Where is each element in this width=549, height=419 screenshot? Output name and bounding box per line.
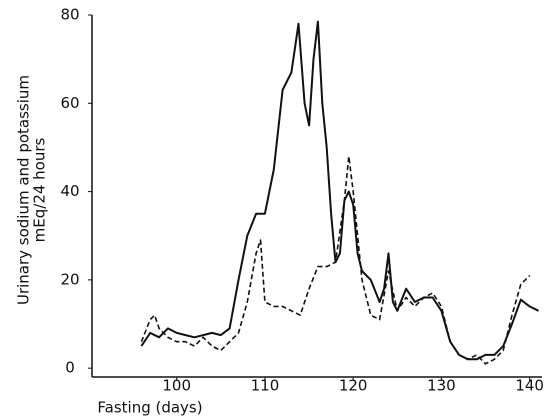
x-tick-label: 110 [251,377,280,395]
y-axis-label: Urinary sodium and potassium [15,75,33,305]
x-tick-label: 100 [162,377,191,395]
y-tick-label: 80 [60,6,79,24]
y-tick-label: 60 [60,94,79,112]
y-tick-label: 0 [65,359,75,377]
y-tick-label: 20 [60,270,79,288]
y-tick-label: 40 [60,182,79,200]
y-label-group: Urinary sodium and potassium mEq/24 hour… [15,75,49,305]
series-line [140,20,539,361]
x-tick-label: 130 [427,377,456,395]
y-axis-label: mEq/24 hours [31,137,49,242]
x-axis-label: Fasting (days) [97,399,202,417]
series-line [140,155,531,365]
x-tick-label: 120 [339,377,368,395]
x-tick-label: 140 [515,377,544,395]
